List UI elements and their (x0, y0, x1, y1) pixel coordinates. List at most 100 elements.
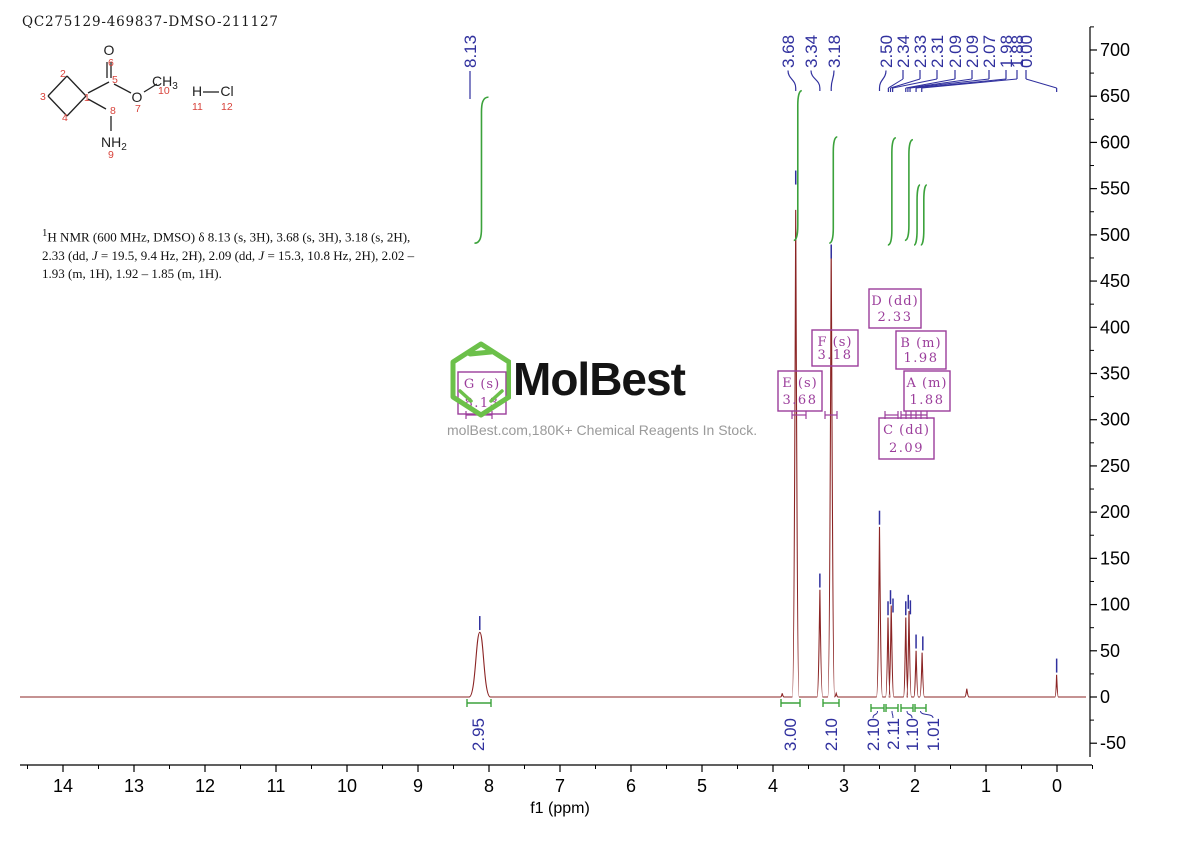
svg-text:2.31: 2.31 (928, 35, 947, 68)
svg-text:4: 4 (768, 776, 778, 796)
y-axis: 7006506005505004504003503002502001501005… (1089, 26, 1130, 757)
svg-text:0: 0 (1100, 687, 1110, 707)
svg-text:12: 12 (221, 101, 233, 113)
svg-text:2.50: 2.50 (877, 35, 896, 68)
svg-text:4: 4 (62, 112, 68, 124)
svg-text:11: 11 (267, 776, 286, 796)
svg-text:2.09: 2.09 (946, 35, 965, 68)
svg-text:13: 13 (124, 776, 144, 796)
svg-text:1.88: 1.88 (910, 393, 945, 408)
svg-text:2.33: 2.33 (878, 310, 913, 325)
svg-text:650: 650 (1100, 86, 1130, 106)
peak-pick-markers (479, 170, 1058, 673)
svg-text:2.09: 2.09 (963, 35, 982, 68)
svg-text:1.01: 1.01 (924, 718, 943, 751)
x-axis: 14 13 12 11 10 9 8 7 6 5 4 3 2 1 0f1 (ppm) (20, 764, 1093, 817)
svg-text:2.95: 2.95 (469, 718, 488, 751)
svg-text:450: 450 (1100, 271, 1130, 291)
svg-text:2.09: 2.09 (889, 441, 924, 456)
svg-text:5: 5 (697, 776, 707, 796)
svg-text:10: 10 (158, 85, 170, 97)
svg-text:300: 300 (1100, 410, 1130, 430)
multiplet-assignment-boxes: G (s)8.13E (s)3.68F (s)3.18D (dd)2.33B (… (457, 288, 951, 460)
svg-text:1.88: 1.88 (1008, 35, 1027, 68)
svg-text:150: 150 (1100, 548, 1130, 568)
svg-text:5: 5 (112, 74, 118, 86)
svg-text:2: 2 (60, 68, 66, 80)
svg-text:D (dd): D (dd) (871, 294, 918, 309)
svg-text:2.10: 2.10 (864, 718, 883, 751)
peak-pick-labels: 8.13 3.68 3.34 3.18 2.502.342.332.31 2.092.09… (461, 35, 1058, 99)
svg-text:9: 9 (413, 776, 423, 796)
svg-text:3.68: 3.68 (783, 393, 818, 408)
svg-text:550: 550 (1100, 179, 1130, 199)
svg-text:B (m): B (m) (900, 336, 941, 351)
svg-text:3: 3 (40, 91, 46, 103)
svg-text:1.98: 1.98 (997, 35, 1016, 68)
svg-text:3.34: 3.34 (802, 35, 821, 68)
svg-text:6: 6 (108, 57, 114, 69)
svg-text:200: 200 (1100, 502, 1130, 522)
svg-text:2.33: 2.33 (911, 35, 930, 68)
coupling-constant-symbol: J (91, 247, 98, 263)
svg-text:C (dd): C (dd) (883, 423, 930, 438)
svg-text:9: 9 (108, 149, 114, 161)
svg-text:7: 7 (135, 103, 141, 115)
svg-text:O: O (104, 42, 115, 58)
svg-text:0: 0 (1052, 776, 1062, 796)
svg-text:2.11: 2.11 (884, 718, 903, 750)
coupling-constant-symbol: J (258, 247, 265, 263)
svg-text:250: 250 (1100, 456, 1130, 476)
svg-text:3.18: 3.18 (818, 348, 853, 363)
nmr-text-superscript: 1 (42, 227, 48, 239)
svg-text:6: 6 (626, 776, 636, 796)
svg-text:O: O (132, 89, 143, 105)
svg-text:8: 8 (484, 776, 494, 796)
svg-text:-50: -50 (1100, 733, 1126, 753)
nmr-assignment-text: 1H NMR (600 MHz, DMSO) δ 8.13 (s, 3H), 3… (42, 227, 415, 282)
nmr-trace (20, 209, 1086, 698)
svg-text:50: 50 (1100, 641, 1120, 661)
svg-text:350: 350 (1100, 363, 1130, 383)
svg-text:500: 500 (1100, 225, 1130, 245)
svg-text:8: 8 (110, 105, 116, 117)
svg-text:14: 14 (53, 776, 73, 796)
integral-curves (474, 89, 928, 246)
svg-text:H: H (192, 83, 202, 99)
svg-text:2.34: 2.34 (894, 35, 913, 68)
brand-name: MolBest (513, 353, 686, 405)
svg-text:1.10: 1.10 (903, 718, 922, 751)
svg-text:12: 12 (195, 776, 215, 796)
svg-text:A (m): A (m) (906, 376, 948, 391)
integration-value-labels: 2.95 3.00 2.10 2.10 2.11 1.10 1.01 (469, 718, 943, 751)
svg-text:8.13: 8.13 (461, 35, 480, 68)
svg-text:100: 100 (1100, 595, 1130, 615)
svg-text:2.07: 2.07 (980, 35, 999, 68)
svg-text:3.00: 3.00 (781, 718, 800, 751)
svg-text:f1 (ppm): f1 (ppm) (530, 800, 590, 817)
molecule-structure: O O CH3 NH2 H Cl 2 3 4 1 5 6 7 10 8 9 11 12 (40, 42, 234, 161)
watermark: MolBest molBest.com,180K+ Chemical Reage… (447, 334, 777, 438)
integral-brackets (466, 699, 934, 719)
svg-text:G (s): G (s) (464, 377, 500, 392)
svg-text:0.00: 0.00 (1017, 35, 1036, 68)
svg-text:F (s): F (s) (818, 335, 853, 350)
svg-text:CH3: CH3 (152, 73, 178, 92)
brand-tagline: molBest.com,180K+ Chemical Reagents In S… (447, 422, 758, 438)
svg-text:E (s): E (s) (782, 376, 817, 391)
sample-id: QC275129-469837-DMSO-211127 (22, 14, 279, 30)
svg-text:1.98: 1.98 (904, 351, 939, 366)
svg-text:2.10: 2.10 (822, 718, 841, 751)
svg-text:NH2: NH2 (101, 134, 127, 153)
svg-text:2: 2 (910, 776, 920, 796)
svg-text:3: 3 (839, 776, 849, 796)
svg-text:3.18: 3.18 (825, 35, 844, 68)
svg-text:700: 700 (1100, 40, 1130, 60)
svg-text:3.68: 3.68 (779, 35, 798, 68)
svg-text:10: 10 (337, 776, 357, 796)
svg-text:400: 400 (1100, 317, 1130, 337)
svg-text:1: 1 (84, 92, 90, 104)
svg-text:1: 1 (981, 776, 991, 796)
